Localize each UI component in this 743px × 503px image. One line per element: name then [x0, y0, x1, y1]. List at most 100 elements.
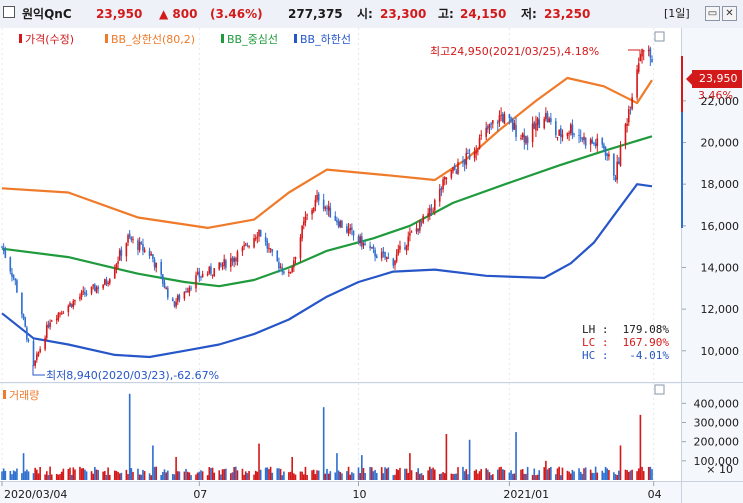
volume-bar — [450, 473, 453, 480]
candle-body — [125, 243, 128, 257]
candle-body — [523, 135, 526, 143]
candle-body — [138, 242, 141, 251]
candle-body — [581, 137, 584, 140]
volume-bar — [533, 468, 536, 480]
candle-body — [195, 275, 197, 289]
candle-body — [508, 114, 511, 118]
volume-bar — [485, 468, 487, 480]
x-tick-label: 04 — [648, 488, 662, 501]
volume-bar — [293, 473, 295, 480]
low-annotation: 최저8,940(2020/03/23),-62.67% — [46, 369, 219, 382]
candle-body — [394, 260, 396, 266]
volume-bar — [326, 468, 328, 480]
candle-body — [629, 106, 632, 108]
volume-bar — [546, 469, 549, 480]
volume-bar — [357, 467, 360, 480]
volume-bar — [581, 473, 584, 480]
candle-body — [535, 123, 537, 131]
volume-bar — [268, 469, 270, 480]
volume-bar — [70, 474, 73, 480]
volume-bar — [462, 466, 464, 480]
candle-body — [167, 288, 169, 298]
volume-bar — [327, 473, 330, 480]
candle-body — [49, 322, 51, 327]
minimize-icon[interactable]: ▭ — [705, 6, 720, 21]
candle-body — [336, 220, 338, 223]
candle-body — [548, 118, 551, 123]
volume-bar — [72, 467, 75, 480]
candle-body — [616, 161, 618, 180]
volume-bar — [271, 472, 274, 480]
volume-bar — [14, 471, 17, 480]
candle-body — [352, 230, 355, 236]
volume-bar — [211, 467, 214, 480]
candle-body — [533, 122, 536, 129]
candle-body — [44, 337, 46, 350]
candle-body — [568, 132, 570, 134]
candle-body — [496, 121, 499, 124]
price-pane — [0, 28, 743, 382]
volume-bar — [651, 469, 653, 480]
candle-body — [173, 301, 176, 307]
pane-options-price[interactable] — [654, 31, 665, 42]
volume-bar — [525, 473, 527, 480]
y-tick-label: 10,000 — [701, 345, 740, 358]
volume-bar — [500, 466, 502, 480]
high-label: 고: — [438, 7, 454, 21]
candle-body — [137, 240, 139, 250]
candle-body — [608, 153, 610, 157]
volume-bar — [200, 470, 202, 480]
volume-bars — [1, 393, 653, 480]
volume-bar — [639, 414, 642, 480]
candle-body — [500, 114, 502, 116]
volume-value: 277,375 — [288, 7, 343, 21]
volume-bar — [569, 473, 572, 480]
candle-body — [176, 295, 179, 302]
candle-body — [291, 266, 293, 273]
volume-bar — [374, 469, 376, 480]
candle-body — [84, 292, 86, 295]
candle-body — [22, 314, 25, 318]
candle-body — [515, 124, 517, 137]
volume-bar — [107, 467, 109, 480]
candle-body — [105, 279, 108, 285]
candle-body — [362, 242, 365, 246]
select-checkbox[interactable] — [3, 6, 15, 18]
volume-bar — [4, 470, 7, 480]
volume-bar — [256, 471, 259, 480]
volume-bar — [94, 466, 96, 480]
volume-bar — [349, 474, 352, 480]
candle-body — [241, 247, 244, 252]
candle-body — [117, 261, 119, 264]
candle-body — [26, 327, 28, 340]
candle-body — [420, 221, 423, 223]
candle-body — [288, 271, 290, 274]
candle-body — [375, 255, 378, 259]
volume-bar — [624, 469, 627, 480]
period-selector[interactable]: [1일] — [664, 7, 690, 20]
volume-bar — [130, 468, 133, 480]
candle-body — [626, 123, 628, 126]
open-label: 시: — [357, 7, 373, 21]
volume-bar — [443, 473, 446, 480]
pane-options-volume[interactable] — [654, 384, 665, 395]
candle-body — [248, 246, 250, 248]
candle-body — [27, 339, 30, 341]
volume-bar — [183, 471, 186, 480]
volume-bar — [103, 471, 106, 480]
legend-lower: BB_하한선 — [300, 32, 351, 46]
volume-bar — [508, 472, 511, 480]
volume-bar — [613, 472, 615, 480]
candle-body — [45, 325, 48, 338]
volume-bar — [336, 453, 338, 480]
candle-body — [405, 245, 408, 251]
candle-body — [92, 284, 95, 287]
volume-bar — [394, 474, 396, 480]
candle-body — [526, 137, 529, 144]
close-icon[interactable]: ✕ — [722, 6, 737, 21]
volume-bar — [279, 468, 282, 480]
candle-body — [14, 278, 17, 281]
gridlines — [1, 28, 655, 481]
candle-body — [480, 134, 483, 137]
candle-body — [498, 115, 501, 123]
